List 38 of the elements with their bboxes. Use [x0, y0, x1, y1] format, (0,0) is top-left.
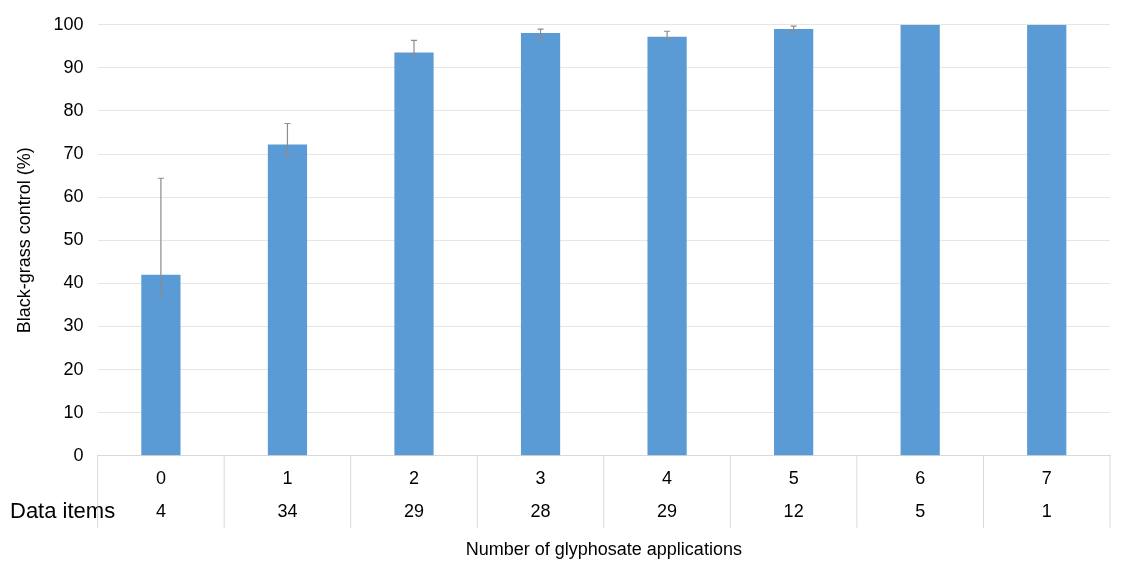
y-axis-title: Black-grass control (%)	[13, 147, 34, 334]
bar	[774, 29, 814, 456]
y-tick-label: 90	[63, 56, 84, 77]
y-tick-label: 80	[63, 99, 84, 120]
bar	[394, 52, 434, 456]
text: 34	[277, 500, 298, 521]
text: 29	[657, 500, 678, 521]
text: 1	[1041, 500, 1052, 521]
y-tick-label: 30	[63, 315, 84, 336]
x-tick-label: 5	[788, 467, 799, 488]
text: 29	[403, 500, 425, 521]
y-tick-label: 100	[53, 13, 84, 34]
bar	[141, 274, 181, 456]
x-tick-label: 3	[535, 467, 546, 488]
x-tick-label: 2	[408, 467, 419, 488]
text: 12	[783, 500, 804, 521]
bar	[900, 24, 940, 456]
y-tick-label: 70	[63, 143, 84, 164]
y-tick-label: 40	[63, 272, 84, 293]
x-tick-label: 4	[662, 467, 673, 488]
y-tick-label: 50	[63, 229, 84, 250]
x-axis-title: Number of glyphosate applications	[465, 539, 742, 560]
text: 5	[915, 500, 926, 521]
y-tick-label: 10	[63, 401, 84, 422]
y-tick-label: 0	[73, 444, 84, 465]
x-tick-label: 1	[282, 467, 293, 488]
text: Data items	[10, 497, 116, 523]
x-tick-label: 6	[915, 467, 926, 488]
bar	[1027, 24, 1067, 456]
x-tick-label: 0	[155, 467, 166, 488]
text: 28	[530, 500, 551, 521]
bar	[267, 144, 308, 456]
bar	[647, 36, 687, 456]
bar	[520, 32, 561, 456]
y-tick-label: 60	[63, 186, 84, 207]
text: 4	[155, 500, 166, 521]
x-tick-label: 7	[1041, 467, 1052, 488]
y-tick-label: 20	[63, 358, 84, 379]
